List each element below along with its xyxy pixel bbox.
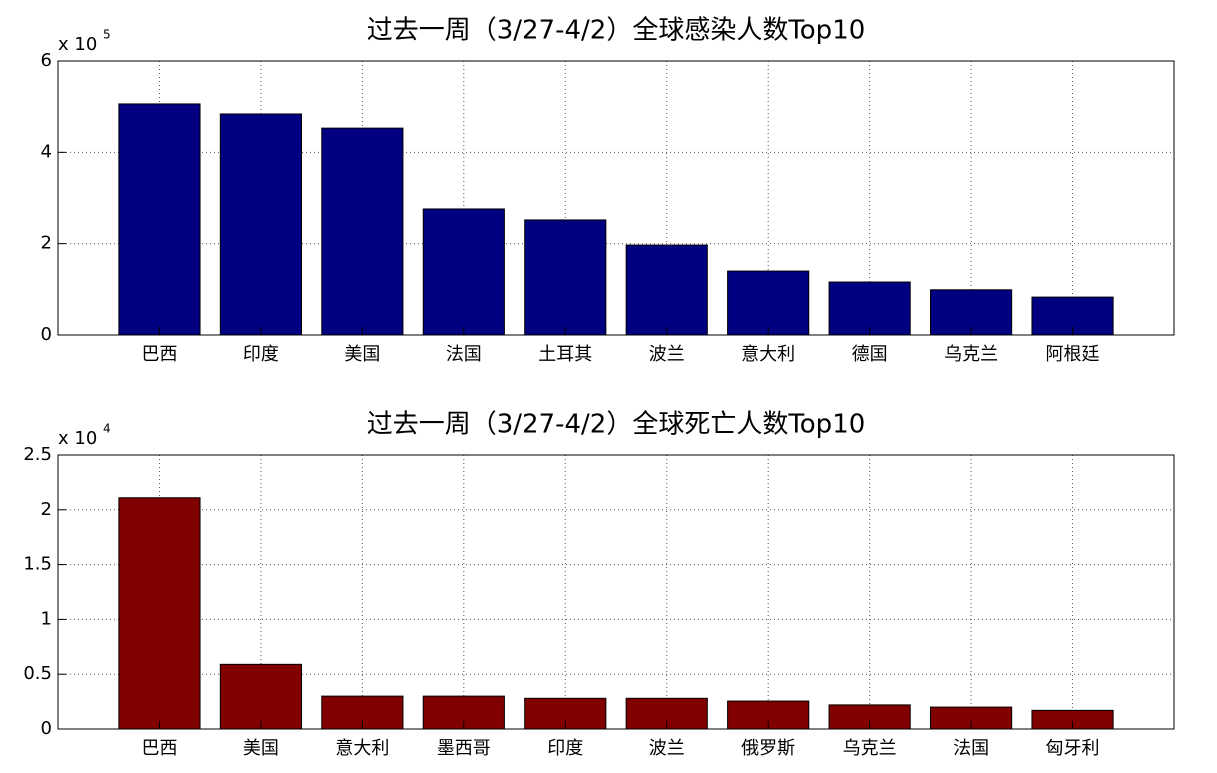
x-tick-label: 波兰 [649, 344, 685, 365]
bar [219, 113, 302, 336]
bar [219, 663, 302, 730]
y-multiplier: x 10 [58, 428, 97, 449]
chart-title: 过去一周（3/27-4/2）全球死亡人数Top10 [367, 410, 866, 440]
bar [422, 208, 505, 336]
bar [118, 103, 201, 336]
x-tick-label: 乌克兰 [944, 344, 998, 365]
y-tick-label: 1.5 [23, 554, 52, 575]
y-tick-label: 0.5 [23, 663, 52, 684]
axes-box [57, 454, 1175, 730]
x-tick-label: 巴西 [141, 738, 177, 759]
y-tick-label: 2.5 [23, 444, 52, 465]
x-tick-label: 美国 [344, 344, 380, 365]
y-multiplier: x 10 [58, 34, 97, 55]
y-tick-label: 4 [41, 141, 52, 162]
x-tick-label: 巴西 [141, 344, 177, 365]
x-tick-label: 乌克兰 [843, 738, 897, 759]
bar [524, 219, 607, 336]
x-tick-label: 意大利 [335, 738, 389, 759]
bar [321, 127, 404, 336]
y-tick-label: 6 [41, 50, 52, 71]
chart-title: 过去一周（3/27-4/2）全球感染人数Top10 [367, 16, 866, 46]
y-exponent: 5 [103, 28, 111, 42]
bar [727, 270, 810, 336]
x-tick-label: 波兰 [649, 738, 685, 759]
y-tick-label: 1 [41, 608, 52, 629]
bar [625, 244, 708, 336]
x-tick-label: 印度 [243, 344, 279, 365]
x-tick-label: 美国 [243, 738, 279, 759]
y-exponent: 4 [103, 422, 111, 436]
y-tick-label: 0 [41, 324, 52, 345]
x-tick-label: 印度 [547, 738, 583, 759]
x-tick-label: 匈牙利 [1046, 738, 1100, 759]
bar [118, 497, 201, 730]
x-tick-label: 阿根廷 [1046, 344, 1100, 365]
y-tick-label: 0 [41, 718, 52, 739]
x-tick-label: 法国 [446, 344, 482, 365]
x-tick-label: 墨西哥 [437, 738, 491, 759]
x-tick-label: 意大利 [741, 344, 795, 365]
y-tick-label: 2 [41, 233, 52, 254]
axes-box [57, 60, 1175, 336]
x-tick-label: 土耳其 [538, 344, 592, 365]
bar [828, 281, 911, 336]
x-tick-label: 德国 [852, 344, 888, 365]
y-tick-label: 2 [41, 499, 52, 520]
x-tick-label: 俄罗斯 [741, 738, 795, 759]
x-tick-label: 法国 [953, 738, 989, 759]
